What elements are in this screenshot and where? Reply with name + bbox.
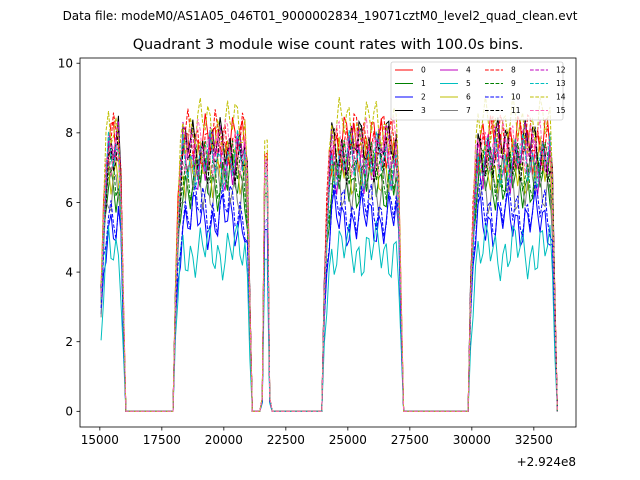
legend-label-7: 7 xyxy=(466,106,471,115)
series-line-12 xyxy=(100,120,558,412)
legend-label-0: 0 xyxy=(421,66,426,75)
series-line-11 xyxy=(100,124,558,412)
x-tick-label: 25000 xyxy=(329,433,367,447)
x-tick-label: 30000 xyxy=(453,433,491,447)
y-tick-label: 2 xyxy=(65,335,73,349)
series-line-5 xyxy=(100,220,558,412)
legend-label-11: 11 xyxy=(511,106,521,115)
legend-label-9: 9 xyxy=(511,79,516,88)
series-line-15 xyxy=(100,116,558,412)
y-tick-label: 10 xyxy=(58,57,73,71)
plot-frame xyxy=(79,57,577,428)
x-tick-label: 20000 xyxy=(205,433,243,447)
legend-label-2: 2 xyxy=(421,93,426,102)
plot-lines xyxy=(100,95,558,412)
y-tick-label: 0 xyxy=(65,405,73,419)
x-tick-label: 32500 xyxy=(515,433,553,447)
chart-title: Quadrant 3 module wise count rates with … xyxy=(133,37,524,53)
series-line-7 xyxy=(100,154,558,412)
legend-label-4: 4 xyxy=(466,66,471,75)
x-tick-label: 27500 xyxy=(391,433,429,447)
legend-label-10: 10 xyxy=(511,93,521,102)
legend-label-1: 1 xyxy=(421,79,426,88)
y-tick-label: 4 xyxy=(65,265,73,279)
figure-suptitle: Data file: modeM0/AS1A05_046T01_90000028… xyxy=(63,9,578,23)
legend-label-3: 3 xyxy=(421,106,426,115)
legend-label-8: 8 xyxy=(511,66,516,75)
x-tick-label: 17500 xyxy=(143,433,181,447)
y-axis: 0 2 4 6 8 10 xyxy=(58,57,80,419)
legend-label-15: 15 xyxy=(556,106,566,115)
legend-frame xyxy=(390,61,564,121)
legend-label-13: 13 xyxy=(556,79,566,88)
y-tick-label: 8 xyxy=(65,126,73,140)
x-axis-offset-label: +2.924e8 xyxy=(517,455,576,469)
x-axis: 15000 17500 20000 22500 25000 27500 30000 32500 xyxy=(81,427,553,447)
x-tick-label: 15000 xyxy=(81,433,119,447)
y-tick-label: 6 xyxy=(65,196,73,210)
legend-label-14: 14 xyxy=(556,93,566,102)
legend-label-12: 12 xyxy=(556,66,566,75)
series-line-13 xyxy=(100,129,558,412)
x-tick-label: 22500 xyxy=(267,433,305,447)
legend-label-6: 6 xyxy=(466,93,471,102)
series-line-10 xyxy=(100,178,558,412)
legend-label-5: 5 xyxy=(466,79,471,88)
